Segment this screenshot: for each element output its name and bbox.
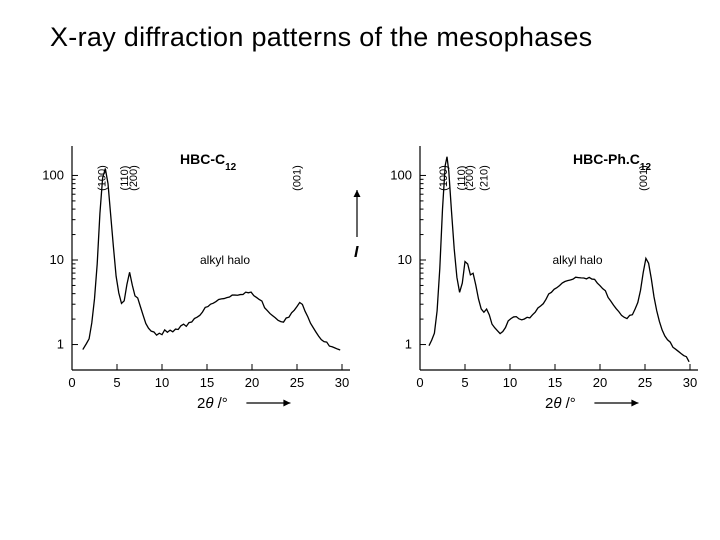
y-axis-label-I: I: [0, 0, 720, 540]
y-axis-label: I: [354, 244, 359, 261]
